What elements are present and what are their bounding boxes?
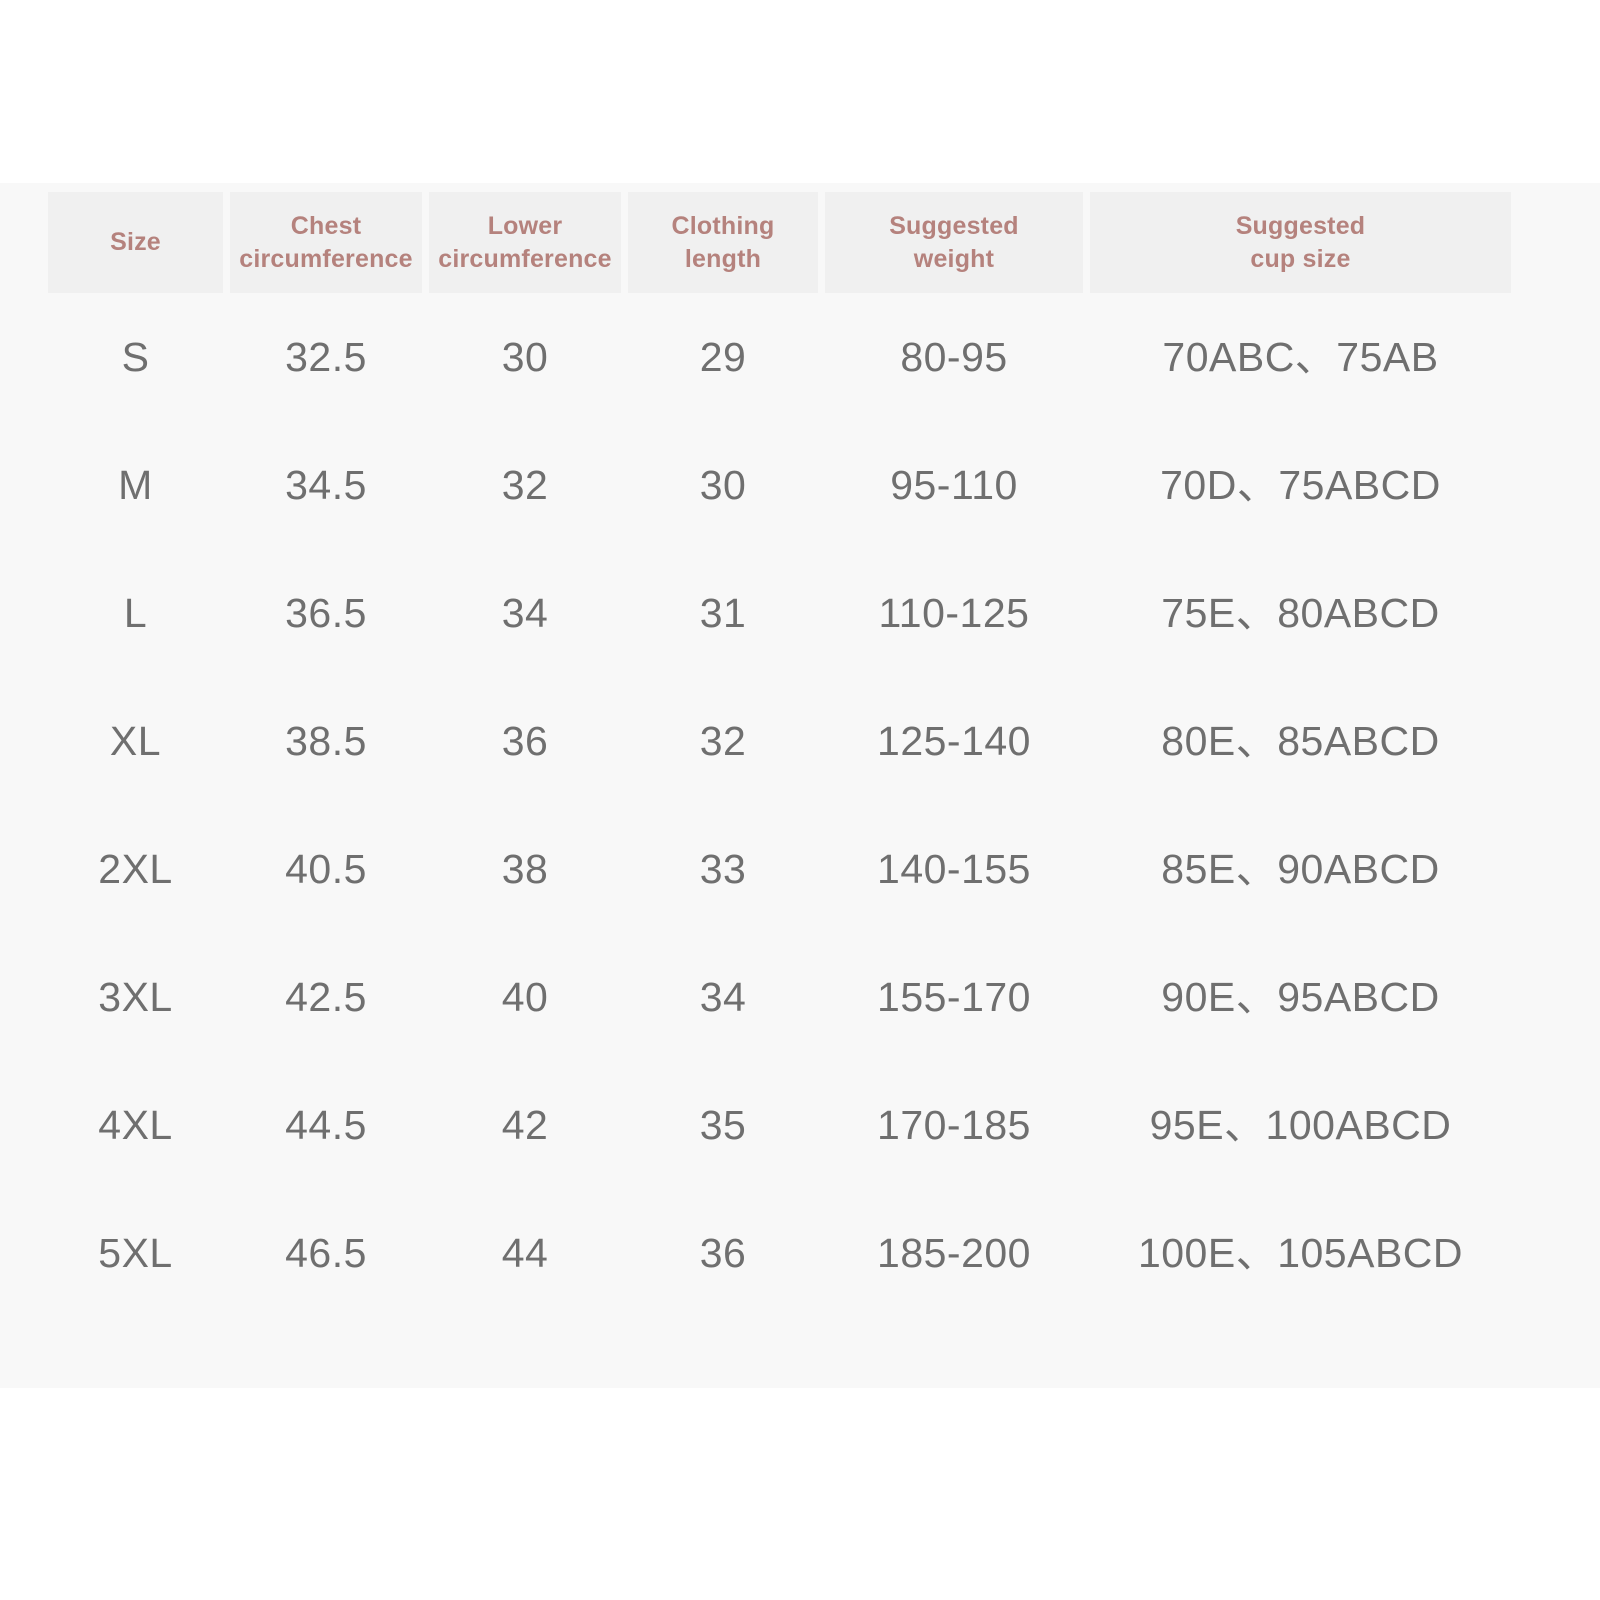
cell-lower: 40 (501, 973, 549, 1020)
cell-chest: 38.5 (285, 717, 367, 764)
column-header-cup-line2: cup size (1250, 244, 1351, 273)
table-row: XL 38.5 36 32 125-140 80E、85ABCD (48, 677, 1518, 805)
column-header-weight-text: Suggested weight (889, 210, 1019, 276)
cell-chest: 32.5 (285, 333, 367, 380)
cell-chest: 46.5 (285, 1229, 367, 1276)
cell-weight: 80-95 (900, 333, 1008, 380)
cell-cup: 90E、95ABCD (1161, 973, 1440, 1020)
table-row: L 36.5 34 31 110-125 75E、80ABCD (48, 549, 1518, 677)
cell-size: 4XL (98, 1101, 173, 1148)
cell-chest: 42.5 (285, 973, 367, 1020)
cell-cup: 95E、100ABCD (1149, 1101, 1452, 1148)
cell-chest: 40.5 (285, 845, 367, 892)
cell-lower: 34 (501, 589, 549, 636)
cell-weight: 170-185 (877, 1101, 1031, 1148)
table-row: M 34.5 32 30 95-110 70D、75ABCD (48, 421, 1518, 549)
cell-weight: 110-125 (878, 589, 1030, 636)
column-header-length-text: Clothing length (672, 210, 775, 276)
table-body: S 32.5 30 29 80-95 70ABC、75AB M 34.5 32 … (48, 293, 1518, 1317)
cell-cup: 70ABC、75AB (1162, 333, 1439, 380)
cell-weight: 125-140 (877, 717, 1031, 764)
cell-length: 35 (699, 1101, 747, 1148)
cell-length: 36 (699, 1229, 747, 1276)
cell-lower: 36 (501, 717, 549, 764)
cell-cup: 85E、90ABCD (1161, 845, 1440, 892)
column-header-length-line1: Clothing (671, 211, 775, 240)
cell-size: M (118, 461, 153, 508)
cell-length: 34 (699, 973, 747, 1020)
cell-lower: 30 (501, 333, 549, 380)
cell-lower: 44 (501, 1229, 549, 1276)
column-header-suggested-cup-size: Suggested cup size (1090, 192, 1511, 293)
cell-chest: 44.5 (285, 1101, 367, 1148)
cell-chest: 34.5 (285, 461, 367, 508)
table-row: 3XL 42.5 40 34 155-170 90E、95ABCD (48, 933, 1518, 1061)
column-header-lower-text: Lower circumference (438, 210, 612, 276)
column-header-weight-line1: Suggested (889, 211, 1019, 240)
table-row: 2XL 40.5 38 33 140-155 85E、90ABCD (48, 805, 1518, 933)
column-header-length-line2: length (684, 244, 762, 273)
cell-length: 33 (699, 845, 747, 892)
lower-white-sheet (28, 1388, 1600, 1600)
cell-size: L (123, 589, 148, 636)
cell-length: 32 (699, 717, 747, 764)
column-header-size: Size (48, 192, 223, 293)
column-header-size-line1: Size (110, 228, 161, 256)
cell-length: 30 (699, 461, 747, 508)
cell-weight: 185-200 (877, 1229, 1031, 1276)
column-header-lower-line1: Lower (487, 211, 563, 240)
column-header-chest-line1: Chest (290, 211, 362, 240)
column-header-chest-circumference: Chest circumference (230, 192, 422, 293)
column-header-suggested-weight: Suggested weight (825, 192, 1083, 293)
column-header-clothing-length: Clothing length (628, 192, 818, 293)
cell-cup: 70D、75ABCD (1160, 461, 1441, 508)
cell-length: 29 (699, 333, 747, 380)
cell-cup: 100E、105ABCD (1137, 1229, 1464, 1276)
cell-weight: 155-170 (877, 973, 1031, 1020)
cell-lower: 38 (501, 845, 549, 892)
table-header-row: Size Chest circumference Lower circumfer… (48, 192, 1518, 293)
table-row: 4XL 44.5 42 35 170-185 95E、100ABCD (48, 1061, 1518, 1189)
size-chart-table: Size Chest circumference Lower circumfer… (48, 192, 1518, 1317)
cell-cup: 75E、80ABCD (1161, 589, 1440, 636)
cell-size: 2XL (98, 845, 173, 892)
cell-size: 3XL (98, 973, 173, 1020)
cell-cup: 80E、85ABCD (1161, 717, 1440, 764)
column-header-weight-line2: weight (913, 244, 995, 273)
column-header-cup-text: Suggested cup size (1236, 210, 1366, 276)
cell-weight: 95-110 (890, 461, 1018, 508)
cell-size: S (121, 333, 150, 380)
column-header-size-text: Size (110, 226, 161, 259)
column-header-lower-circumference: Lower circumference (429, 192, 621, 293)
table-background-band (0, 183, 1600, 1388)
column-header-cup-line1: Suggested (1235, 211, 1366, 240)
cell-length: 31 (699, 589, 747, 636)
column-header-chest-line2: circumference (239, 244, 413, 273)
cell-weight: 140-155 (877, 845, 1031, 892)
cell-size: XL (109, 717, 162, 764)
cell-chest: 36.5 (285, 589, 367, 636)
cell-lower: 42 (501, 1101, 549, 1148)
cell-lower: 32 (501, 461, 549, 508)
table-row: S 32.5 30 29 80-95 70ABC、75AB (48, 293, 1518, 421)
column-header-chest-text: Chest circumference (239, 210, 413, 276)
column-header-lower-line2: circumference (438, 244, 612, 273)
table-row: 5XL 46.5 44 36 185-200 100E、105ABCD (48, 1189, 1518, 1317)
cell-size: 5XL (98, 1229, 173, 1276)
